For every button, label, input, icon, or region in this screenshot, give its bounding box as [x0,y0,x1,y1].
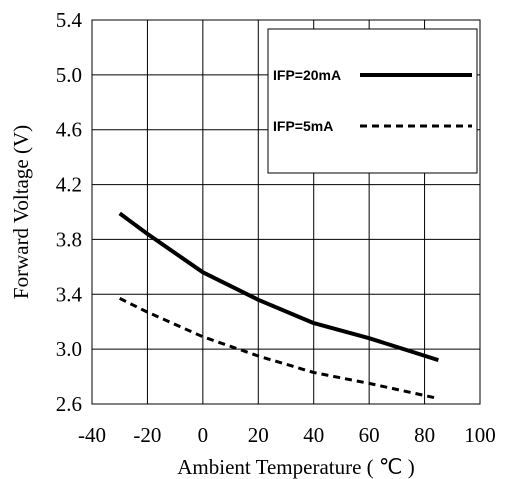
x-tick-label: 20 [248,423,269,447]
y-tick-label: 4.6 [56,118,82,142]
legend-label-ifp-5ma: IFP=5mA [273,118,333,134]
x-tick-label: 60 [359,423,380,447]
y-tick-label: 2.6 [56,392,82,416]
y-tick-label: 3.0 [56,337,82,361]
y-tick-label: 4.2 [56,173,82,197]
x-tick-label: -40 [78,423,106,447]
x-axis-title: Ambient Temperature ( ℃ ) [177,455,414,479]
y-tick-label: 5.4 [56,8,83,32]
series-line-ifp-20ma [118,211,440,363]
x-tick-label: -20 [133,423,161,447]
series-line-ifp-5ma [119,297,439,400]
x-tick-label: 40 [303,423,324,447]
y-tick-label: 3.4 [56,282,83,306]
y-tick-labels: 2.6 3.0 3.4 3.8 4.2 4.6 5.0 5.4 [56,8,83,416]
legend: IFP=20mA IFP=5mA [267,28,478,174]
x-tick-label: 80 [414,423,435,447]
plot-frame [91,19,481,405]
legend-label-ifp-20ma: IFP=20mA [273,67,341,83]
y-axis-title: Forward Voltage (V) [9,125,33,299]
series-layer [118,211,440,400]
x-tick-label: 0 [198,423,209,447]
x-tick-label: 100 [464,423,496,447]
legend-box [267,28,478,174]
y-tick-label: 3.8 [56,227,82,251]
y-tick-label: 5.0 [56,63,82,87]
x-tick-labels: -40 -20 0 20 40 60 80 100 [78,423,496,447]
